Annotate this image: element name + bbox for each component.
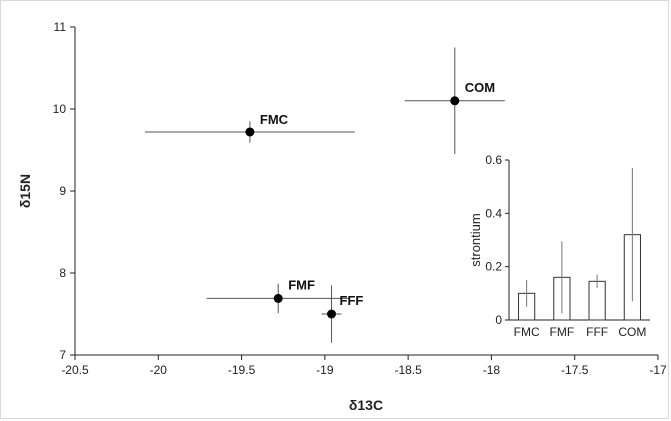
point-label: FFF xyxy=(340,293,364,308)
y-tick-label: 8 xyxy=(59,266,66,280)
point-label: COM xyxy=(465,80,495,95)
inset-bars xyxy=(518,168,641,321)
inset-y-tick-label: 0.6 xyxy=(485,153,502,167)
point-label: FMF xyxy=(288,277,315,292)
main-points: FMC COM FMF FFF xyxy=(144,47,505,343)
x-tick-label: -19 xyxy=(316,363,334,377)
x-tick-label: -20 xyxy=(150,363,168,377)
x-tick-label: -18 xyxy=(483,363,501,377)
inset-y-tick-label: 0.4 xyxy=(485,206,502,220)
data-point xyxy=(273,293,283,303)
inset-category-labels: FMC FMF FFF COM xyxy=(514,325,647,339)
inset-y-tick-label: 0 xyxy=(495,313,502,327)
main-x-ticks: -20.5 -20 -19.5 -19 -18.5 -18 -17.5 -17 xyxy=(61,355,667,377)
y-tick-label: 11 xyxy=(54,20,67,34)
main-y-ticks: 7 8 9 10 11 xyxy=(53,20,75,362)
main-x-axis-title: δ13C xyxy=(349,397,383,413)
point-label: FMC xyxy=(260,112,289,127)
inset-category-label: FFF xyxy=(586,325,608,339)
main-y-axis-title: δ15N xyxy=(17,174,33,208)
y-tick-label: 7 xyxy=(59,348,66,362)
inset-category-label: COM xyxy=(618,325,646,339)
data-point xyxy=(450,96,460,106)
x-tick-label: -18.5 xyxy=(394,363,422,377)
inset-category-label: FMC xyxy=(514,325,540,339)
x-tick-label: -17.5 xyxy=(561,363,589,377)
y-tick-label: 10 xyxy=(53,102,67,116)
x-tick-label: -20.5 xyxy=(61,363,89,377)
inset-y-axis-title: strontium xyxy=(468,213,483,266)
data-point xyxy=(327,309,337,319)
x-tick-label: -19.5 xyxy=(228,363,256,377)
y-tick-label: 9 xyxy=(59,184,66,198)
x-tick-label: -17 xyxy=(649,363,667,377)
inset-y-tick-label: 0.2 xyxy=(485,260,502,274)
data-point xyxy=(245,127,255,137)
inset-category-label: FMF xyxy=(550,325,575,339)
inset-y-ticks: 0 0.2 0.4 0.6 xyxy=(485,153,509,327)
